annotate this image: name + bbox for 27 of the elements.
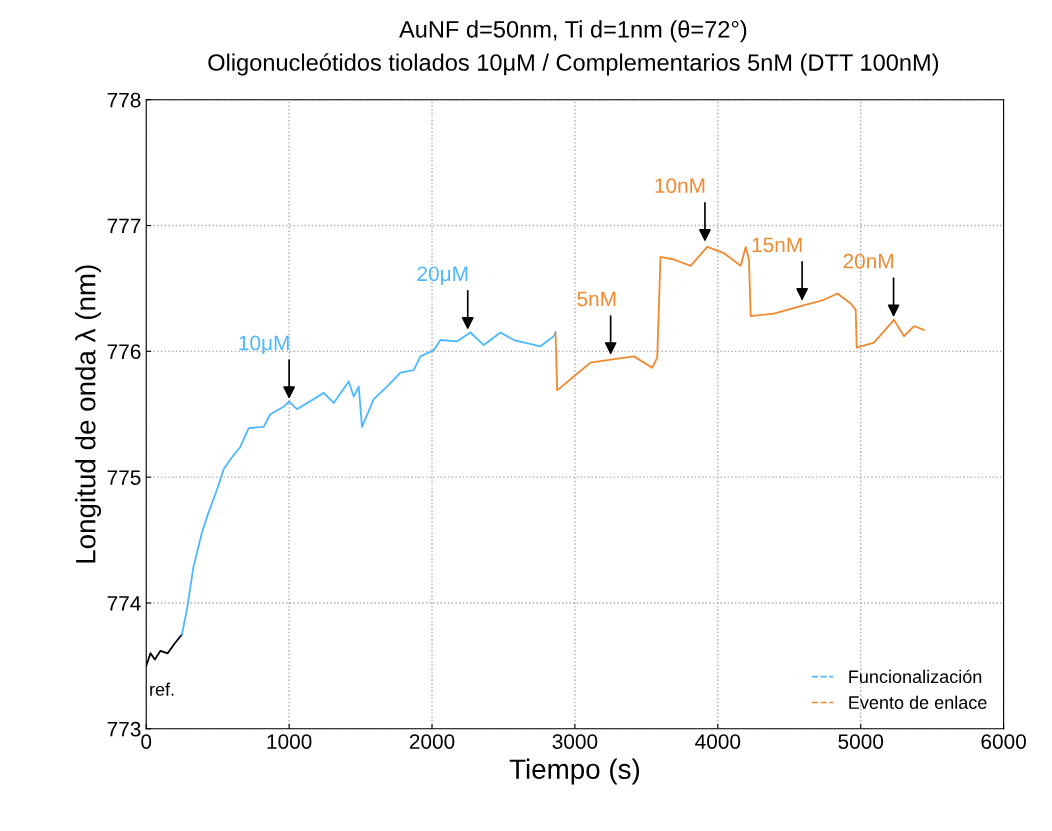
annotation: 10nM bbox=[655, 178, 705, 194]
annotation: 20nM bbox=[843, 253, 893, 269]
x-axis-title: Tiempo (s) bbox=[509, 758, 640, 785]
annotation: 5nM bbox=[577, 291, 616, 307]
y-axis-title: Longitud de onda λ (nm) bbox=[75, 265, 102, 563]
x-tick-label: 5000 bbox=[838, 734, 884, 749]
x-tick-label: 1000 bbox=[267, 734, 312, 749]
line-series bbox=[181, 331, 557, 636]
annotation: 15nM bbox=[752, 237, 802, 253]
legend-label: Evento de enlace bbox=[849, 695, 987, 709]
y-tick-label: 777 bbox=[107, 218, 141, 234]
x-tick-label: 2000 bbox=[409, 734, 455, 749]
y-tick-label: 774 bbox=[107, 596, 141, 611]
x-tick-label: 3000 bbox=[552, 734, 598, 749]
chart-title: AuNF d=50nm, Ti d=1nm (θ=72°) bbox=[399, 20, 747, 43]
x-tick-label: 4000 bbox=[695, 734, 741, 749]
y-tick-label: 776 bbox=[107, 344, 141, 360]
y-tick-label: 773 bbox=[107, 721, 141, 737]
annotation: 20μM bbox=[417, 266, 468, 285]
chart-subtitle: Oligonucleótidos tiolados 10μM / Complementarios 5nM (DTT 100nM) bbox=[208, 53, 939, 76]
legend-label: Funcionalización bbox=[849, 669, 982, 684]
x-tick-label: 0 bbox=[141, 734, 152, 749]
y-tick-label: 775 bbox=[107, 470, 141, 485]
annotation: ref. bbox=[150, 682, 174, 696]
x-tick-label: 6000 bbox=[981, 734, 1026, 749]
y-tick-label: 778 bbox=[107, 92, 141, 108]
annotation: 10μM bbox=[239, 335, 289, 355]
